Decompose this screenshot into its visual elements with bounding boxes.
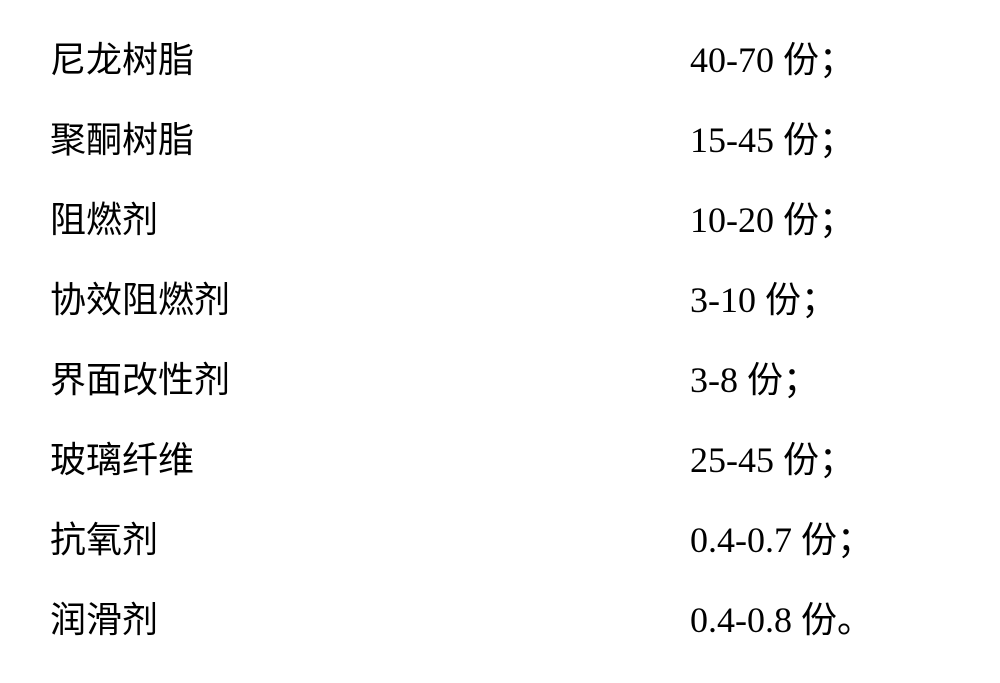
table-row: 抗氧剂 0.4-0.7 份； [50,500,950,580]
table-row: 尼龙树脂 40-70 份； [50,20,950,100]
table-row: 协效阻燃剂 3-10 份； [50,260,950,340]
composition-table: 尼龙树脂 40-70 份； 聚酮树脂 15-45 份； 阻燃剂 10-20 份；… [50,20,950,660]
ingredient-name: 尼龙树脂 [50,20,194,100]
ingredient-name: 抗氧剂 [50,500,158,580]
ingredient-name: 聚酮树脂 [50,100,194,180]
ingredient-amount: 15-45 份； [690,100,950,180]
ingredient-amount: 0.4-0.7 份； [690,500,950,580]
ingredient-name: 玻璃纤维 [50,420,194,500]
ingredient-amount: 0.4-0.8 份。 [690,580,950,660]
ingredient-amount: 3-10 份； [690,260,950,340]
ingredient-name: 润滑剂 [50,580,158,660]
table-row: 界面改性剂 3-8 份； [50,340,950,420]
table-row: 聚酮树脂 15-45 份； [50,100,950,180]
table-row: 阻燃剂 10-20 份； [50,180,950,260]
table-row: 玻璃纤维 25-45 份； [50,420,950,500]
ingredient-amount: 10-20 份； [690,180,950,260]
ingredient-amount: 3-8 份； [690,340,950,420]
ingredient-name: 界面改性剂 [50,340,230,420]
ingredient-amount: 25-45 份； [690,420,950,500]
table-row: 润滑剂 0.4-0.8 份。 [50,580,950,660]
ingredient-name: 阻燃剂 [50,180,158,260]
ingredient-amount: 40-70 份； [690,20,950,100]
ingredient-name: 协效阻燃剂 [50,260,230,340]
